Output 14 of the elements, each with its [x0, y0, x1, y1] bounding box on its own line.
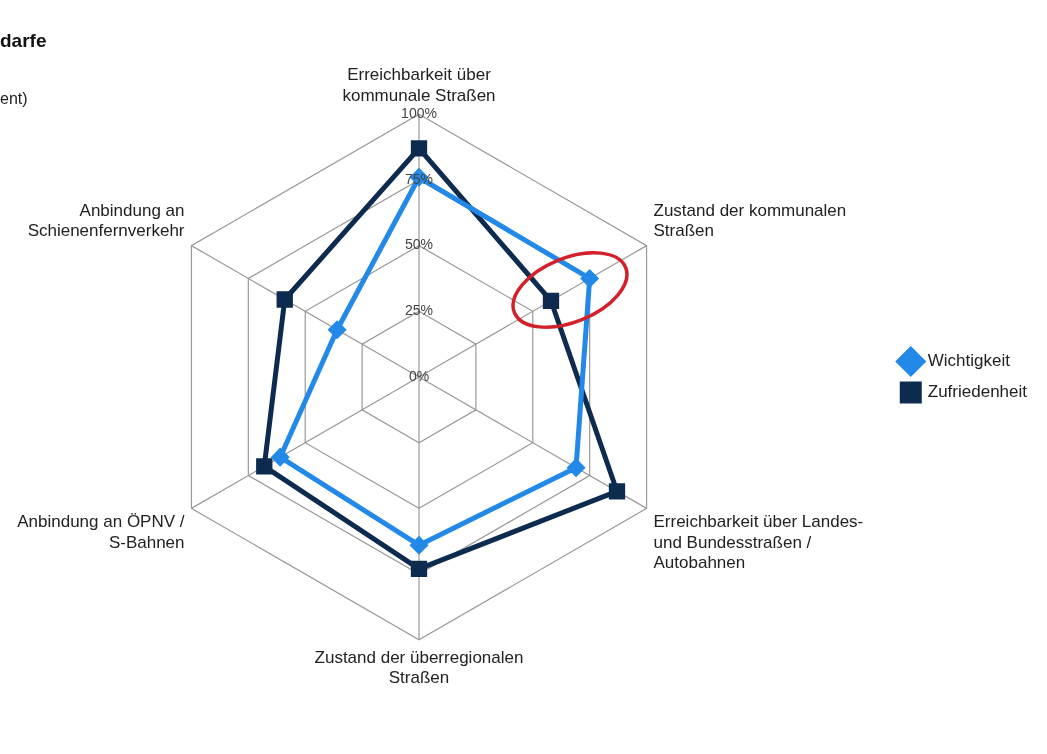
text: ent) [0, 90, 28, 108]
y-tick-label: 25% [404, 302, 434, 319]
y-tick-label: 0% [408, 367, 430, 384]
legend-label: Zufriedenheit [927, 382, 1028, 402]
spoke-label: Zustand der kommunalen Straßen [653, 200, 847, 241]
legend-label: Wichtigkeit [927, 351, 1011, 371]
y-tick-label: 100% [401, 105, 437, 122]
y-tick-label: 50% [404, 236, 434, 253]
spoke-label: Anbindung an Schienenfernverkehr [27, 200, 185, 241]
spoke-label: Anbindung an ÖPNV / S-Bahnen [17, 512, 185, 552]
spoke-label: Erreichbarkeit über kommunale Straßen [342, 65, 496, 105]
chart-title: darfe [0, 30, 47, 52]
spoke-label: Erreichbarkeit über Landes- und Bundesstraßen / Autobahnen [653, 512, 864, 573]
spoke-label: Zustand der überregionalen Straßen [314, 647, 524, 688]
